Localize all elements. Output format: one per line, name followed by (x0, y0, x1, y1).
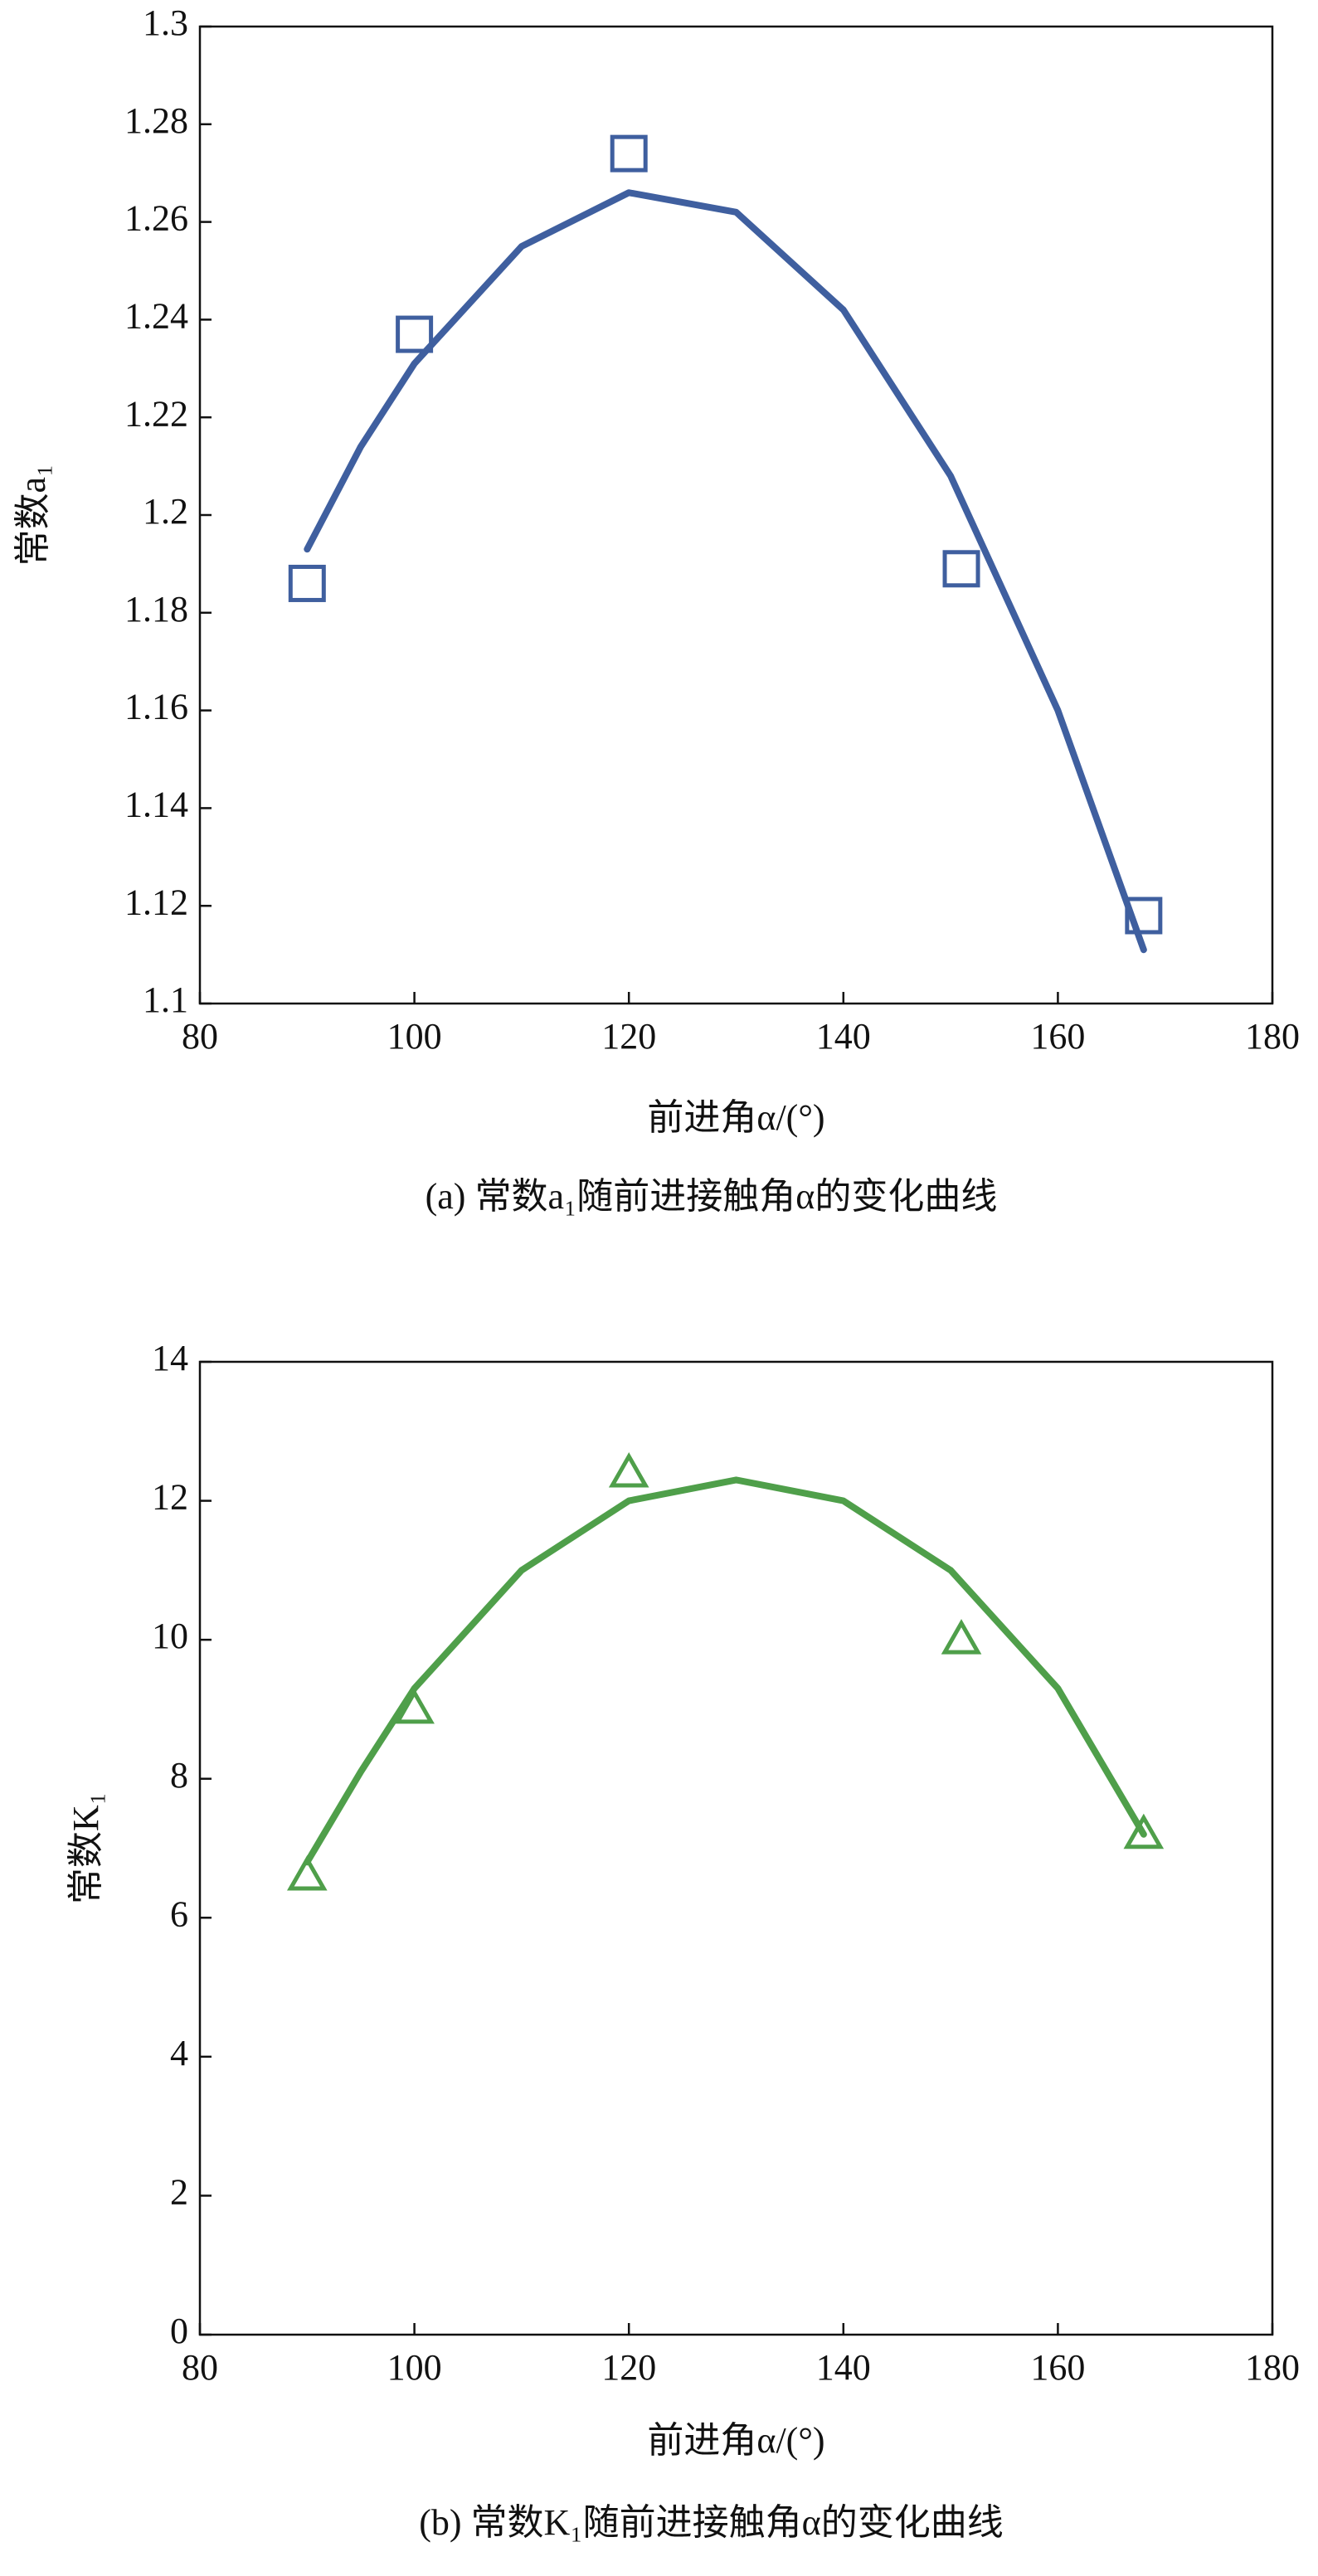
y-tick-label: 0 (170, 2311, 188, 2351)
y-tick-label: 1.28 (124, 100, 188, 141)
data-point (1123, 1813, 1165, 1849)
y-tick-label: 1.1 (143, 979, 188, 1020)
x-tick-label: 80 (182, 1016, 218, 1057)
x-tick-label: 100 (387, 1016, 442, 1057)
caption: (a) 常数a₁随前进接触角α的变化曲线 (426, 1176, 998, 1217)
x-tick-label: 140 (816, 2347, 871, 2388)
caption: (b) 常数K₁随前进接触角α的变化曲线 (419, 2502, 1003, 2543)
plot-frame (198, 1360, 1274, 2336)
y-tick-label: 1.22 (124, 393, 188, 434)
y-tick-label: 10 (152, 1616, 188, 1656)
y-tick-label: 14 (152, 1338, 188, 1378)
x-axis-label: 前进角α/(°) (647, 2420, 824, 2461)
y-tick-label: 1.14 (124, 784, 188, 824)
x-tick-label: 180 (1245, 1016, 1300, 1057)
data-point (286, 1854, 328, 1891)
x-axis-label: 前进角α/(°) (647, 1097, 824, 1138)
y-tick-label: 8 (170, 1755, 188, 1796)
x-tick-label: 160 (1030, 1016, 1085, 1057)
y-tick-label: 1.24 (124, 295, 188, 336)
y-tick-label: 1.16 (124, 687, 188, 727)
y-tick-label: 2 (170, 2172, 188, 2213)
x-tick-label: 180 (1245, 2347, 1300, 2388)
data-point (608, 1452, 649, 1488)
y-tick-label: 1.3 (143, 2, 188, 43)
y-tick-label: 12 (152, 1477, 188, 1518)
data-point (610, 134, 648, 173)
x-tick-label: 100 (387, 2347, 442, 2388)
data-point (942, 550, 980, 588)
fit-curve (304, 1476, 1147, 1866)
fit-curve (304, 189, 1147, 954)
data-point (396, 315, 434, 353)
y-tick-label: 1.18 (124, 589, 188, 629)
x-tick-label: 160 (1030, 2347, 1085, 2388)
data-point (1125, 897, 1163, 935)
y-axis-label: 常数a₁ (12, 464, 53, 566)
x-tick-label: 120 (601, 1016, 656, 1057)
y-tick-label: 4 (170, 2033, 188, 2073)
x-tick-label: 120 (601, 2347, 656, 2388)
x-tick-label: 80 (182, 2347, 218, 2388)
x-tick-label: 140 (816, 1016, 871, 1057)
y-tick-label: 1.2 (143, 491, 188, 532)
y-tick-label: 1.12 (124, 882, 188, 922)
data-point (288, 564, 326, 602)
data-point (941, 1619, 982, 1655)
y-tick-label: 6 (170, 1893, 188, 1934)
y-tick-label: 1.26 (124, 198, 188, 239)
y-axis-label: 常数K₁ (66, 1792, 106, 1904)
